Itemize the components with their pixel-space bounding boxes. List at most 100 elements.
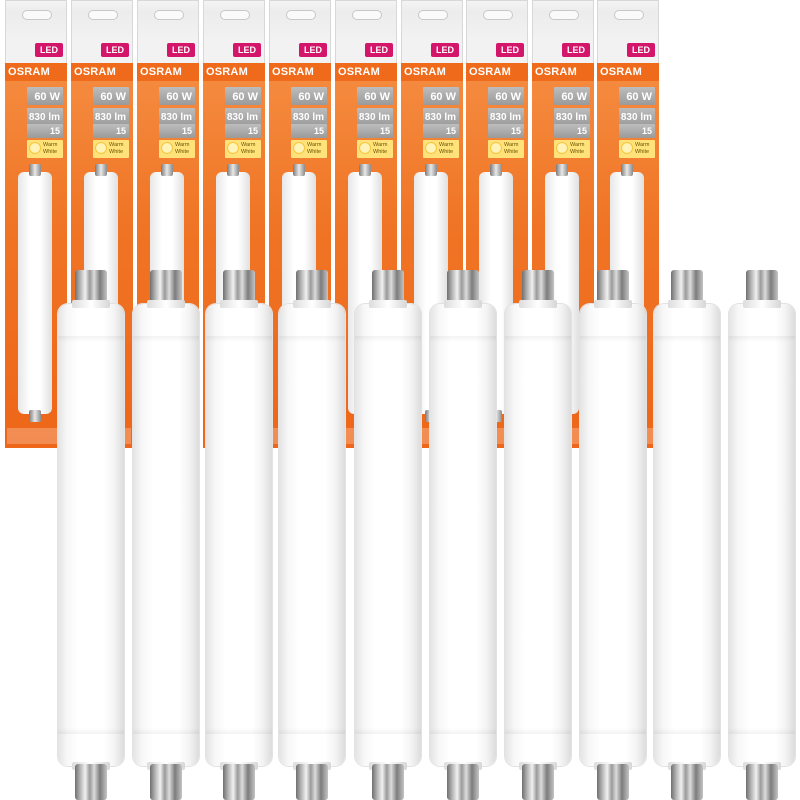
- packaged-tube-cap-top: [621, 164, 633, 176]
- metal-cap-bottom: [597, 764, 629, 800]
- package-footer: [7, 428, 65, 444]
- lamp-package: LED OSRAM 60 W 830 lm 15 Years Warm Whit…: [269, 0, 331, 448]
- hang-hole: [286, 10, 316, 20]
- packaged-tube-cap-top: [293, 164, 305, 176]
- packaged-tube-cap-top: [29, 164, 41, 176]
- led-tube-lamp: [206, 270, 272, 800]
- led-tube-lamp: [729, 270, 795, 800]
- lamp-package: LED OSRAM 60 W 830 lm 15 Years Warm Whit…: [597, 0, 659, 448]
- hang-hole: [418, 10, 448, 20]
- brand-logo: OSRAM: [137, 63, 199, 81]
- wattage-label: 60 W: [619, 87, 655, 105]
- color-temperature-label: Warm White: [225, 140, 261, 158]
- led-tube-lamp: [133, 270, 199, 800]
- packaged-tube-cap-top: [359, 164, 371, 176]
- hang-hole: [220, 10, 250, 20]
- opal-tube-body: [430, 304, 496, 766]
- color-temperature-label: Warm White: [423, 140, 459, 158]
- lifetime-label: 15 Years: [159, 124, 195, 150]
- metal-cap-bottom: [372, 764, 404, 800]
- lifetime-label: 15 Years: [619, 124, 655, 150]
- wattage-label: 60 W: [27, 87, 63, 105]
- packaged-tube: [18, 172, 52, 414]
- packaged-tube-cap-top: [95, 164, 107, 176]
- lumen-label: 830 lm: [554, 108, 590, 126]
- packaged-tube-cap-top: [490, 164, 502, 176]
- lumen-label: 830 lm: [93, 108, 129, 126]
- opal-tube-body: [729, 304, 795, 766]
- led-tube-lamp: [279, 270, 345, 800]
- metal-cap-bottom: [150, 764, 182, 800]
- lamp-package: LED OSRAM 60 W 830 lm 15 Years Warm Whit…: [5, 0, 67, 448]
- wattage-label: 60 W: [554, 87, 590, 105]
- opal-tube-body: [580, 304, 646, 766]
- metal-cap-bottom: [447, 764, 479, 800]
- metal-cap-bottom: [75, 764, 107, 800]
- led-badge: LED: [431, 43, 459, 57]
- cap-ring-top: [369, 300, 407, 308]
- led-badge: LED: [562, 43, 590, 57]
- led-tube-lamp: [355, 270, 421, 800]
- led-badge: LED: [627, 43, 655, 57]
- lifetime-label: 15 Years: [554, 124, 590, 150]
- hang-hole: [154, 10, 184, 20]
- lumen-label: 830 lm: [225, 108, 261, 126]
- lumen-label: 830 lm: [423, 108, 459, 126]
- cap-ring-top: [444, 300, 482, 308]
- lumen-label: 830 lm: [27, 108, 63, 126]
- hang-hole: [22, 10, 52, 20]
- hang-hole: [352, 10, 382, 20]
- opal-tube-body: [279, 304, 345, 766]
- cap-ring-top: [220, 300, 258, 308]
- brand-logo: OSRAM: [597, 63, 659, 81]
- metal-cap-bottom: [223, 764, 255, 800]
- lumen-label: 830 lm: [619, 108, 655, 126]
- color-temperature-label: Warm White: [27, 140, 63, 158]
- cap-ring-top: [147, 300, 185, 308]
- led-tube-lamp: [654, 270, 720, 800]
- brand-logo: OSRAM: [532, 63, 594, 81]
- wattage-label: 60 W: [225, 87, 261, 105]
- led-badge: LED: [101, 43, 129, 57]
- lifetime-label: 15 Years: [291, 124, 327, 150]
- opal-tube-body: [355, 304, 421, 766]
- metal-cap-bottom: [671, 764, 703, 800]
- brand-logo: OSRAM: [203, 63, 265, 81]
- lifetime-label: 15 Years: [423, 124, 459, 150]
- color-temperature-label: Warm White: [357, 140, 393, 158]
- packaged-tube-cap-top: [161, 164, 173, 176]
- wattage-label: 60 W: [93, 87, 129, 105]
- brand-logo: OSRAM: [71, 63, 133, 81]
- led-tube-lamp: [58, 270, 124, 800]
- lifetime-label: 15 Years: [27, 124, 63, 150]
- hang-hole: [614, 10, 644, 20]
- hang-hole: [88, 10, 118, 20]
- color-temperature-label: Warm White: [488, 140, 524, 158]
- color-temperature-label: Warm White: [159, 140, 195, 158]
- packaged-tube-cap-bottom: [29, 410, 41, 422]
- led-tube-lamp: [505, 270, 571, 800]
- wattage-label: 60 W: [159, 87, 195, 105]
- metal-cap-bottom: [296, 764, 328, 800]
- color-temperature-label: Warm White: [93, 140, 129, 158]
- led-tube-lamp: [580, 270, 646, 800]
- led-badge: LED: [365, 43, 393, 57]
- cap-ring-top: [668, 300, 706, 308]
- opal-tube-body: [58, 304, 124, 766]
- lifetime-label: 15 Years: [357, 124, 393, 150]
- led-badge: LED: [167, 43, 195, 57]
- lifetime-label: 15 Years: [93, 124, 129, 150]
- brand-logo: OSRAM: [5, 63, 67, 81]
- opal-tube-body: [206, 304, 272, 766]
- color-temperature-label: Warm White: [291, 140, 327, 158]
- metal-cap-bottom: [522, 764, 554, 800]
- opal-tube-body: [133, 304, 199, 766]
- brand-logo: OSRAM: [335, 63, 397, 81]
- cap-ring-top: [72, 300, 110, 308]
- cap-ring-top: [293, 300, 331, 308]
- lifetime-label: 15 Years: [488, 124, 524, 150]
- brand-logo: OSRAM: [466, 63, 528, 81]
- lumen-label: 830 lm: [357, 108, 393, 126]
- color-temperature-label: Warm White: [619, 140, 655, 158]
- lumen-label: 830 lm: [159, 108, 195, 126]
